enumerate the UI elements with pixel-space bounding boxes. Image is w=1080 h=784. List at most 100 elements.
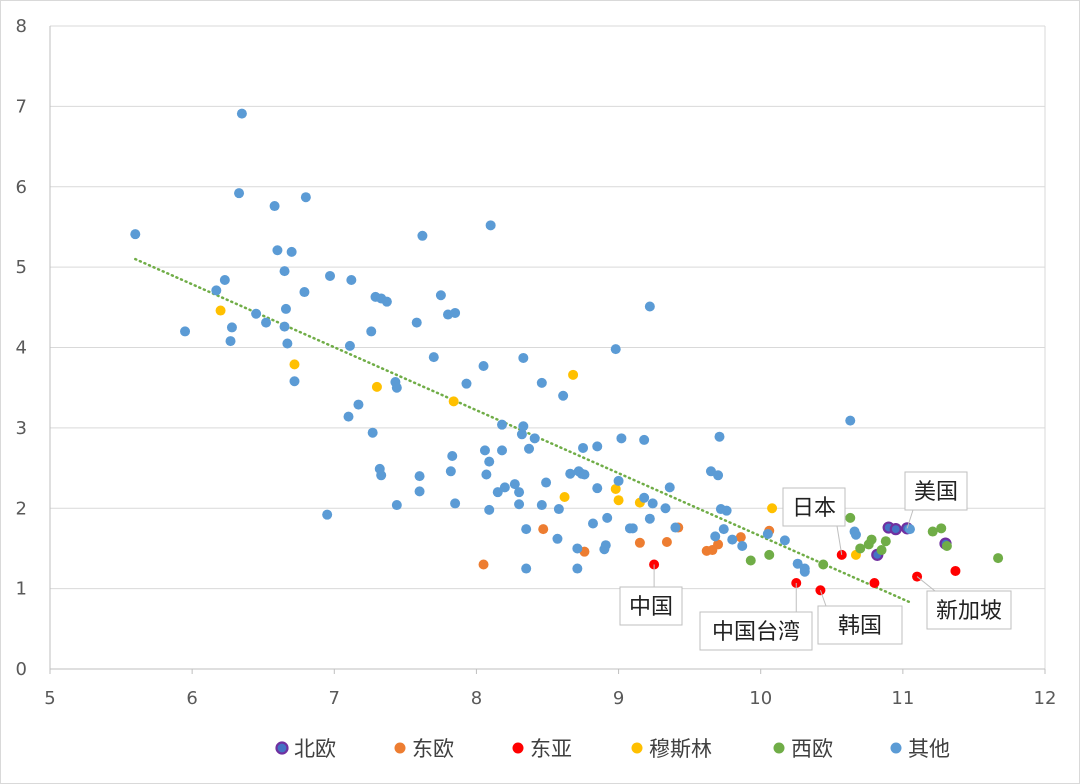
data-point xyxy=(993,553,1004,564)
data-point xyxy=(889,523,902,536)
gridlines xyxy=(50,25,1046,669)
trendline xyxy=(134,257,912,604)
data-point xyxy=(282,338,293,349)
data-point xyxy=(289,376,300,387)
data-point xyxy=(492,487,503,498)
data-point xyxy=(627,523,638,534)
callout-1: 美国 xyxy=(904,471,968,529)
callout-box xyxy=(904,471,968,511)
data-point xyxy=(661,537,672,548)
data-point xyxy=(428,352,439,363)
callout-box xyxy=(782,487,846,527)
data-point xyxy=(371,381,382,392)
data-point xyxy=(299,287,310,298)
data-point xyxy=(936,523,947,534)
data-point xyxy=(367,427,378,438)
x-tick-label: 11 xyxy=(891,688,914,709)
data-point xyxy=(600,540,611,551)
data-point xyxy=(236,108,247,119)
data-point xyxy=(876,545,887,556)
y-tick-label: 1 xyxy=(16,579,27,600)
callout-box xyxy=(926,590,1012,630)
data-point xyxy=(450,307,461,318)
y-tick-label: 8 xyxy=(16,16,27,37)
legend-marker xyxy=(275,741,289,755)
data-point xyxy=(518,352,529,363)
x-tick-label: 5 xyxy=(44,688,55,709)
data-point xyxy=(941,541,952,552)
data-point xyxy=(639,434,650,445)
data-point xyxy=(514,499,525,510)
data-point xyxy=(602,512,613,523)
callout-label: 美国 xyxy=(914,480,958,505)
data-point xyxy=(272,245,283,256)
legend-label: 西欧 xyxy=(791,737,833,761)
data-point xyxy=(211,285,222,296)
data-point xyxy=(713,539,724,550)
legend-label: 北欧 xyxy=(294,737,336,761)
data-point xyxy=(485,220,496,231)
data-point xyxy=(521,563,532,574)
data-point xyxy=(855,543,866,554)
data-point xyxy=(516,429,527,440)
data-point xyxy=(417,230,428,241)
data-point xyxy=(279,266,290,277)
data-point xyxy=(346,274,357,285)
data-point xyxy=(518,421,529,432)
y-tick-label: 2 xyxy=(16,498,27,519)
data-point xyxy=(414,471,425,482)
data-point xyxy=(613,475,624,486)
data-point xyxy=(286,246,297,257)
data-point xyxy=(536,377,547,388)
data-point xyxy=(269,201,280,212)
data-point xyxy=(904,524,915,535)
x-tick-label: 7 xyxy=(329,688,340,709)
data-point xyxy=(461,378,472,389)
data-point xyxy=(616,433,627,444)
data-point xyxy=(450,498,461,509)
data-point xyxy=(541,477,552,488)
data-point xyxy=(664,482,675,493)
legend-marker xyxy=(631,742,643,754)
data-point xyxy=(660,503,671,514)
data-point xyxy=(559,491,570,502)
data-point xyxy=(445,466,456,477)
data-point xyxy=(613,495,624,506)
data-point xyxy=(552,533,563,544)
data-point xyxy=(251,308,262,319)
callout-label: 日本 xyxy=(792,496,836,521)
callout-4: 韩国 xyxy=(817,590,903,645)
x-tick-label: 12 xyxy=(1034,688,1057,709)
data-point xyxy=(376,470,387,481)
callout-leader xyxy=(906,509,914,529)
data-point xyxy=(610,344,621,355)
data-point xyxy=(735,532,746,543)
x-tick-label: 8 xyxy=(471,688,482,709)
series-4 xyxy=(745,512,1004,570)
data-point xyxy=(180,326,191,337)
data-point xyxy=(845,415,856,426)
y-tick-label: 4 xyxy=(16,338,27,359)
data-point xyxy=(524,443,535,454)
legend-item-3: 穆斯林 xyxy=(631,737,712,761)
data-point xyxy=(792,558,803,569)
data-point xyxy=(762,528,773,539)
callout-box xyxy=(699,611,813,651)
x-tick-label: 6 xyxy=(186,688,197,709)
data-point xyxy=(521,524,532,535)
data-point xyxy=(478,559,489,570)
data-point xyxy=(219,274,230,285)
data-point xyxy=(391,500,402,511)
data-point xyxy=(927,526,938,537)
y-tick-label: 7 xyxy=(16,96,27,117)
data-point xyxy=(479,445,490,456)
x-tick-label: 9 xyxy=(613,688,624,709)
data-point xyxy=(647,498,658,509)
data-point xyxy=(721,505,732,516)
data-point xyxy=(850,529,861,540)
callout-label: 韩国 xyxy=(838,614,882,639)
data-point xyxy=(344,340,355,351)
data-point xyxy=(644,301,655,312)
